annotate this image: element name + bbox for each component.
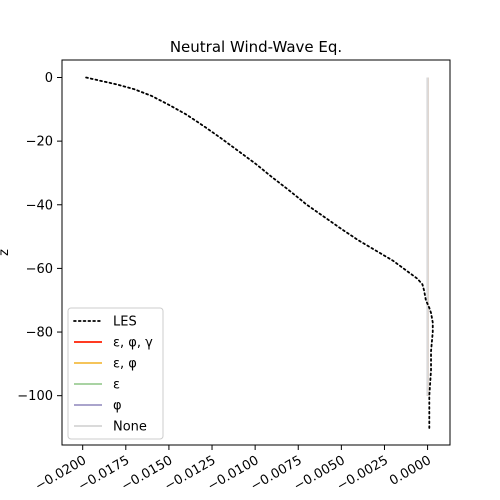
legend-label: ε, φ, γ (113, 336, 153, 351)
y-axis-label: z (0, 249, 12, 256)
y-tick-label: −40 (26, 198, 53, 213)
series-layer (85, 76, 434, 432)
legend-label: None (113, 420, 147, 435)
legend-label: LES (113, 315, 137, 330)
series-line-les (85, 76, 434, 432)
x-tick-label: 0.0000 (387, 453, 434, 489)
plot-frame (61, 59, 451, 446)
x-axis: −0.0200−0.0175−0.0150−0.0125−0.0100−0.00… (33, 445, 434, 494)
y-tick-label: −100 (17, 389, 53, 404)
y-tick-label: −80 (26, 326, 53, 341)
legend: LES ε, φ, γ ε, φ εφ None (67, 307, 164, 440)
y-tick-label: 0 (45, 71, 53, 86)
legend-label: ε, φ (113, 357, 137, 372)
legend-label: ε (113, 378, 120, 393)
chart-title: Neutral Wind-Wave Eq. (170, 38, 342, 56)
y-axis: 0 −20 −40 −60 −80 −100 (17, 71, 62, 404)
legend-label: φ (113, 399, 122, 414)
y-tick-label: −60 (26, 262, 53, 277)
y-tick-label: −20 (26, 135, 53, 150)
legend-box (67, 307, 164, 440)
